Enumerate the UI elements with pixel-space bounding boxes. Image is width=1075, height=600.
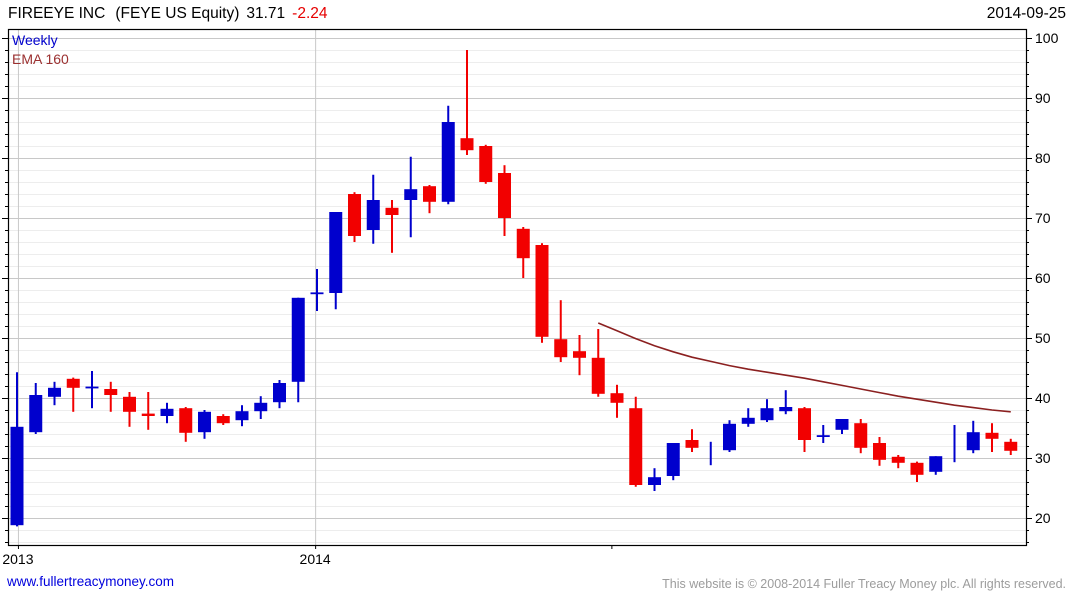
svg-text:2014: 2014 [300,551,331,567]
svg-text:30: 30 [1035,450,1051,466]
minor-gridlines [8,50,1026,543]
website-link[interactable]: www.fullertreacymoney.com [7,574,175,589]
major-gridlines [8,38,1026,519]
svg-text:2013: 2013 [2,551,33,567]
svg-text:60: 60 [1035,270,1051,286]
copyright-text: This website is © 2008-2014 Fuller Treac… [662,577,1066,591]
svg-text:80: 80 [1035,150,1051,166]
price-change: -2.24 [292,5,328,22]
y-axis-labels: 100 90 80 70 60 50 40 30 20 [1035,30,1059,526]
svg-text:40: 40 [1035,390,1051,406]
instrument-title: FIREEYE INC (FEYE US Equity) 31.71 -2.24 [8,5,328,23]
instrument-name: FIREEYE INC [8,5,106,22]
axis-ticks [2,38,1032,549]
svg-text:70: 70 [1035,210,1051,226]
plot-border [7,28,1028,547]
candlesticks [10,50,1018,527]
legend-interval-label: Weekly [12,32,58,48]
chart-legend: Weekly EMA 160 [12,31,69,69]
svg-text:50: 50 [1035,330,1051,346]
year-gridlines [17,29,317,545]
instrument-ticker: (FEYE US Equity) [115,5,240,22]
svg-text:90: 90 [1035,90,1051,106]
last-price: 31.71 [246,5,286,22]
svg-text:20: 20 [1035,510,1051,526]
x-axis-labels: 2013 2014 [2,551,331,567]
ema-line [597,322,1011,413]
legend-ema-label: EMA 160 [12,51,69,67]
chart-date: 2014-09-25 [986,5,1066,22]
svg-text:100: 100 [1035,30,1059,46]
